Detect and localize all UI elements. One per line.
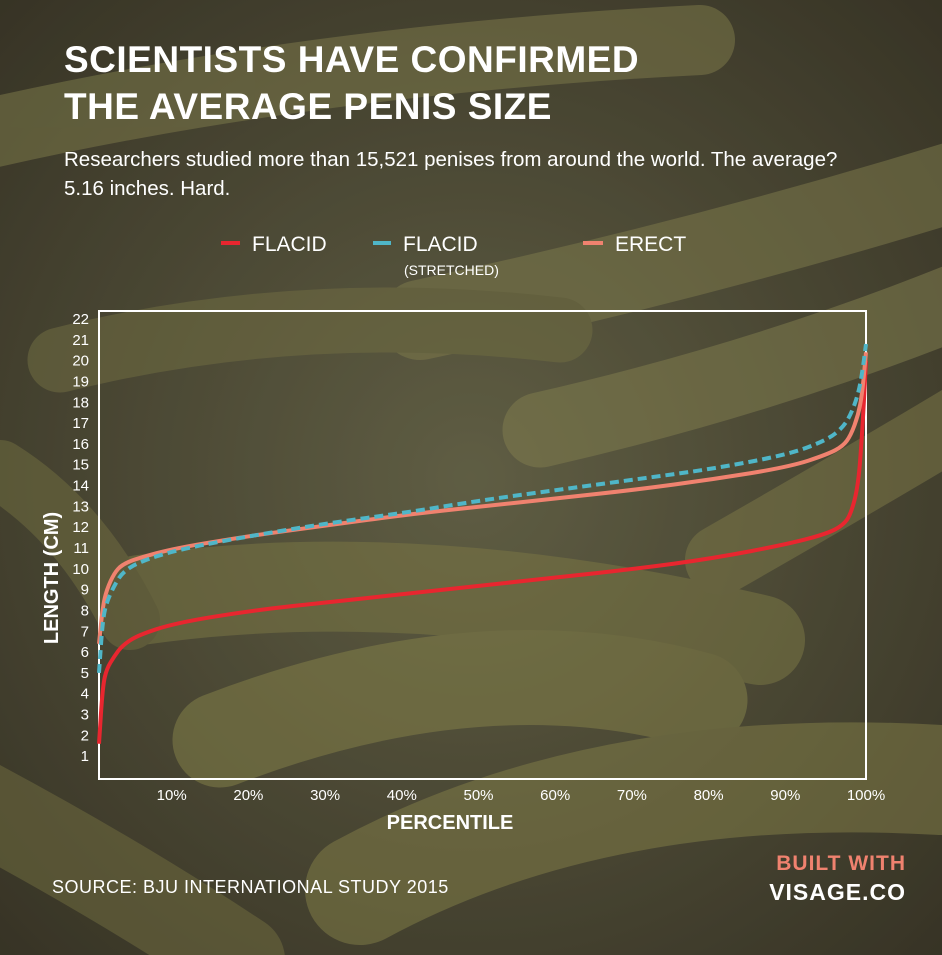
branding[interactable]: BUILT WITH VISAGE.CO <box>769 849 906 907</box>
plot-frame <box>98 310 867 780</box>
legend-item-flaccid: FLACID <box>221 233 327 256</box>
legend-label-erect: ERECT <box>615 233 686 256</box>
source-note: SOURCE: BJU INTERNATIONAL STUDY 2015 <box>52 877 449 897</box>
x-tick-label: 30% <box>310 787 340 804</box>
x-tick-label: 70% <box>617 787 647 804</box>
series-line-flaccid <box>97 360 868 744</box>
y-tick-label: 20 <box>72 353 89 370</box>
x-axis-label: PERCENTILE <box>387 812 514 834</box>
x-tick-label: 100% <box>847 787 885 804</box>
y-tick-label: 17 <box>72 415 89 432</box>
y-tick-label: 16 <box>72 436 89 453</box>
legend-item-flaccid-stretched: FLACID (STRETCHED) <box>373 233 499 278</box>
series-line-stretched <box>97 343 868 674</box>
y-tick-label: 6 <box>81 644 89 661</box>
y-tick-label: 8 <box>81 602 89 619</box>
x-axis-ticks: 10% 20% 30% 40% 50% 60% 70% 80% 90% 100% <box>157 787 886 804</box>
x-tick-label: 40% <box>387 787 417 804</box>
y-tick-label: 22 <box>72 311 89 328</box>
legend-item-erect: ERECT <box>583 233 686 256</box>
x-tick-label: 60% <box>540 787 570 804</box>
x-tick-label: 80% <box>694 787 724 804</box>
y-tick-label: 11 <box>73 540 89 557</box>
page-title: SCIENTISTS HAVE CONFIRMED THE AVERAGE PE… <box>64 36 639 130</box>
y-axis-label: LENGTH (CM) <box>41 512 63 644</box>
y-tick-label: 12 <box>72 519 89 536</box>
x-tick-label: 90% <box>770 787 800 804</box>
x-tick-label: 10% <box>157 787 187 804</box>
series-line-erect <box>97 352 868 645</box>
branding-line-2: VISAGE.CO <box>769 879 906 905</box>
x-tick-label: 50% <box>463 787 493 804</box>
legend-label-stretched: FLACID <box>403 233 478 256</box>
series-lines <box>97 343 868 744</box>
legend: FLACID FLACID (STRETCHED) ERECT <box>221 233 686 278</box>
y-tick-label: 21 <box>72 332 89 349</box>
legend-label-flaccid: FLACID <box>252 233 327 256</box>
branding-line-1: BUILT WITH <box>776 852 906 875</box>
y-tick-label: 18 <box>72 394 89 411</box>
x-tick-label: 20% <box>233 787 263 804</box>
y-tick-label: 9 <box>81 582 89 599</box>
legend-label-stretched-sub: (STRETCHED) <box>404 262 499 278</box>
y-tick-label: 13 <box>72 498 89 515</box>
y-tick-label: 1 <box>81 748 89 765</box>
y-tick-label: 10 <box>72 561 89 578</box>
y-tick-label: 19 <box>72 373 89 390</box>
y-tick-label: 4 <box>81 686 89 703</box>
y-tick-label: 14 <box>72 478 89 495</box>
y-tick-label: 15 <box>72 457 89 474</box>
title-line-2: THE AVERAGE PENIS SIZE <box>64 86 552 127</box>
y-tick-label: 5 <box>81 665 89 682</box>
y-tick-label: 2 <box>81 727 89 744</box>
title-line-1: SCIENTISTS HAVE CONFIRMED <box>64 39 640 80</box>
y-tick-label: 7 <box>81 623 89 640</box>
y-tick-label: 3 <box>81 707 89 724</box>
subtitle: Researchers studied more than 15,521 pen… <box>64 148 838 200</box>
